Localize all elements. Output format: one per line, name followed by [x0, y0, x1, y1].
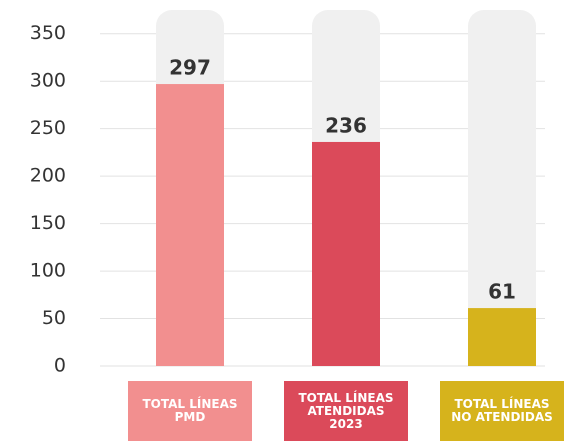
category-label: TOTAL LÍNEAS NO ATENDIDAS [440, 381, 564, 441]
category-label: TOTAL LÍNEAS ATENDIDAS 2023 [284, 381, 408, 441]
y-tick-label: 100 [30, 260, 66, 282]
y-tick-label: 350 [30, 22, 66, 44]
value-label: 297 [169, 56, 211, 80]
y-tick-label: 150 [30, 212, 66, 234]
value-label: 61 [488, 280, 516, 304]
bar [156, 84, 224, 366]
category-label: TOTAL LÍNEAS PMD [128, 381, 252, 441]
bar [312, 141, 380, 366]
y-tick-label: 300 [30, 70, 66, 92]
y-tick-label: 200 [30, 165, 66, 187]
y-tick-label: 0 [54, 355, 66, 377]
bar [468, 308, 536, 366]
y-tick-label: 250 [30, 117, 66, 139]
y-tick-label: 50 [42, 307, 66, 329]
value-label: 236 [325, 113, 367, 137]
